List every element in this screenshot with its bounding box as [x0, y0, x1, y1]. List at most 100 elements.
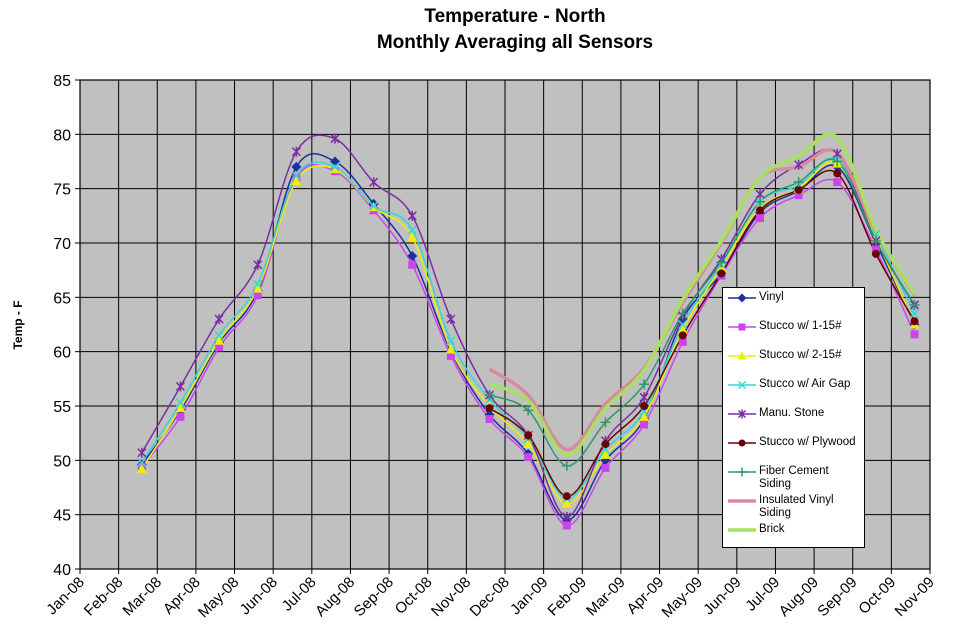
- x-tick-label: Jun-08: [237, 574, 281, 618]
- y-tick-label: 65: [53, 290, 71, 307]
- marker: [677, 308, 688, 319]
- marker: [485, 415, 494, 424]
- marker: [252, 283, 263, 293]
- y-axis-label: Temp - F: [11, 300, 25, 349]
- marker: [291, 161, 302, 172]
- marker: [755, 196, 765, 207]
- marker: [737, 409, 747, 419]
- legend-swatch: [728, 351, 756, 360]
- marker: [678, 331, 687, 340]
- marker: [369, 177, 379, 188]
- legend-label: Manu. Stone: [759, 407, 825, 419]
- marker: [524, 453, 533, 462]
- marker: [716, 257, 727, 268]
- x-tick-label: Oct-09: [855, 574, 899, 618]
- marker: [756, 206, 764, 215]
- x-tick-label: Nov-08: [428, 574, 474, 620]
- legend-item: Insulated Vinyl Siding: [723, 491, 864, 520]
- legend-label: Stucco w/ Air Gap: [759, 378, 851, 390]
- legend-label: Stucco w/ Plywood: [759, 436, 856, 448]
- marker: [523, 439, 534, 449]
- legend-item: Stucco w/ 1-15#: [723, 317, 864, 346]
- y-tick-label: 50: [53, 453, 71, 470]
- marker: [601, 440, 610, 449]
- x-tick-label: Sep-09: [814, 574, 860, 620]
- legend-swatch: [728, 409, 756, 419]
- y-tick-label: 85: [53, 73, 71, 90]
- marker: [738, 439, 746, 447]
- marker: [832, 156, 843, 167]
- marker: [717, 269, 726, 278]
- marker: [408, 260, 417, 269]
- marker: [909, 299, 920, 310]
- marker: [330, 164, 340, 174]
- marker: [833, 169, 842, 178]
- marker: [137, 447, 147, 458]
- marker: [407, 225, 417, 235]
- marker: [484, 390, 495, 401]
- marker: [737, 293, 747, 303]
- marker: [677, 324, 688, 334]
- legend-swatch: [728, 380, 756, 390]
- marker: [523, 405, 534, 416]
- marker: [639, 392, 649, 403]
- marker: [601, 463, 610, 472]
- x-tick-label: Feb-08: [81, 574, 127, 620]
- y-tick-label: 70: [53, 236, 71, 253]
- marker: [253, 279, 263, 289]
- legend-label: Insulated Vinyl Siding: [759, 494, 834, 519]
- markers: [136, 133, 920, 530]
- marker: [639, 411, 650, 421]
- legend-swatch: [728, 467, 756, 477]
- marker: [794, 159, 804, 170]
- marker: [561, 498, 572, 508]
- marker: [407, 210, 417, 221]
- marker: [291, 146, 301, 157]
- x-tick-label: Dec-08: [467, 574, 513, 620]
- x-tick-label: Aug-08: [312, 574, 358, 620]
- chart-subtitle: Monthly Averaging all Sensors: [377, 32, 653, 53]
- legend-item: Vinyl: [723, 288, 864, 317]
- lines: [141, 132, 917, 527]
- marker: [330, 133, 340, 144]
- legend-label: Brick: [759, 523, 785, 535]
- plot-border: [79, 79, 931, 570]
- marker: [910, 317, 919, 326]
- marker: [600, 449, 611, 459]
- series-line: [488, 132, 917, 457]
- marker: [175, 381, 185, 392]
- marker: [737, 467, 747, 477]
- legend-item: Brick: [723, 520, 864, 549]
- marker: [871, 229, 881, 239]
- marker: [214, 314, 224, 325]
- x-tick-label: Jun-09: [700, 574, 744, 618]
- marker: [738, 323, 746, 331]
- marker: [330, 162, 340, 172]
- marker: [562, 511, 572, 522]
- marker: [291, 176, 302, 186]
- marker: [407, 232, 418, 242]
- marker: [756, 214, 764, 223]
- x-tick-label: May-09: [659, 574, 706, 621]
- marker: [291, 171, 301, 181]
- x-tick-label: Jan-08: [43, 574, 87, 618]
- legend-item: Stucco w/ Air Gap: [723, 375, 864, 404]
- x-tick-label: Feb-09: [544, 574, 590, 620]
- marker: [446, 352, 455, 361]
- legend-swatch: [728, 293, 756, 303]
- marker: [524, 431, 533, 440]
- legend-swatch: [728, 528, 756, 532]
- marker: [407, 251, 418, 262]
- legend-label: Fiber Cement Siding: [759, 465, 829, 490]
- marker: [737, 380, 747, 390]
- legend-swatch: [728, 323, 756, 331]
- legend-label: Vinyl: [759, 291, 784, 303]
- marker: [640, 402, 649, 410]
- marker: [485, 404, 494, 413]
- marker: [214, 330, 224, 340]
- marker: [678, 337, 687, 346]
- x-tick-label: May-08: [195, 574, 242, 621]
- marker: [562, 492, 571, 501]
- marker: [910, 309, 920, 319]
